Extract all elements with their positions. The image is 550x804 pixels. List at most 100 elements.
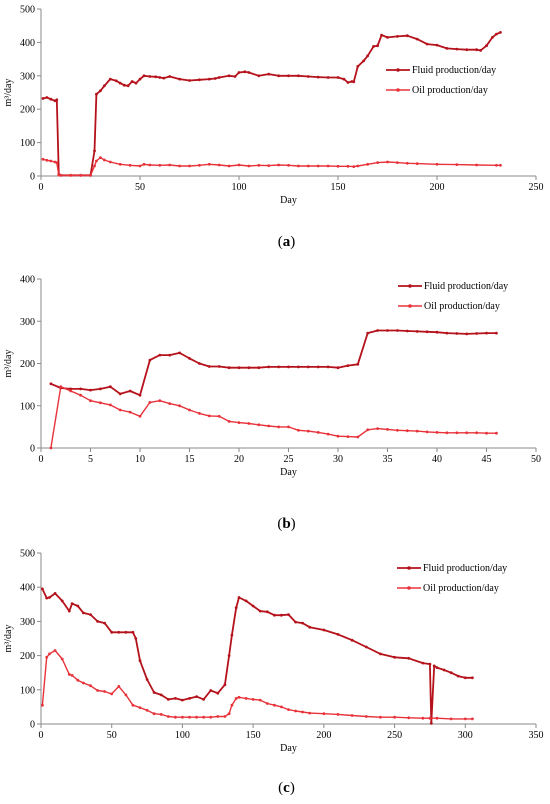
- chart-b-y-axis-label: m³/day: [3, 350, 14, 378]
- chart-a-y-tick-label: 200: [20, 105, 35, 116]
- chart-c-oil-point: [336, 713, 340, 716]
- chart-c-oil-point: [301, 710, 304, 714]
- chart-a-fluid-point: [95, 92, 98, 96]
- chart-a-fluid-point: [93, 149, 96, 153]
- chart-a-oil-point: [326, 164, 330, 168]
- chart-b-fluid-point: [158, 353, 162, 357]
- chart-b-fluid-point: [207, 365, 211, 368]
- chart-c-fluid-point: [202, 698, 206, 701]
- chart-c-oil-point: [223, 715, 227, 718]
- chart-b-fluid-point: [178, 351, 182, 355]
- chart-b-oil-point: [356, 435, 360, 439]
- chart-c-caption-letter: c: [283, 780, 290, 796]
- chart-a-y-tick-label: 0: [30, 172, 35, 183]
- chart-c-fluid-point: [117, 630, 121, 634]
- chart-b-caption: (b): [277, 516, 295, 532]
- chart-c-oil-point: [202, 715, 206, 719]
- chart-b-fluid-point: [455, 332, 459, 335]
- chart-a-fluid-point: [134, 81, 138, 85]
- chart-c-oil-point: [273, 703, 276, 707]
- chart-c-fluid-point: [421, 661, 425, 665]
- chart-a-x-tick-label: 250: [529, 182, 544, 193]
- chart-a-fluid-point: [435, 43, 439, 47]
- chart-a-oil-point: [267, 164, 271, 168]
- chart-c-oil-point: [181, 715, 184, 719]
- chart-b-oil-point: [346, 435, 350, 438]
- chart-c-fluid-point: [456, 674, 460, 678]
- chart-c-oil-point: [76, 678, 80, 682]
- chart-c-oil-point: [244, 697, 248, 700]
- chart-b-caption-letter: b: [282, 516, 290, 532]
- chart-c-fluid-point: [287, 613, 290, 616]
- chart-c-x-tick-label: 50: [107, 730, 117, 741]
- chart-c-fluid-point: [82, 611, 85, 615]
- chart-c-fluid-point: [227, 654, 231, 657]
- chart-b-x-tick-label: 0: [39, 454, 44, 465]
- chart-b-fluid-point: [405, 329, 409, 333]
- chart-c-y-tick-label: 0: [30, 720, 35, 731]
- chart-a-oil-point: [41, 157, 45, 161]
- chart-a-fluid-point: [495, 32, 498, 36]
- chart-a-caption-open: (: [278, 234, 283, 250]
- chart-b-fluid-point: [217, 365, 221, 368]
- chart-c-oil-point: [364, 715, 368, 718]
- chart-c-oil-point: [379, 715, 382, 719]
- chart-c-y-tick-label: 200: [20, 651, 35, 662]
- chart-b-oil-point: [69, 389, 73, 393]
- chart-b-fluid-point: [445, 331, 449, 335]
- chart-b-fluid-line: [50, 329, 497, 397]
- chart-a-fluid-point: [491, 36, 494, 39]
- chart-a-oil-point: [227, 164, 231, 168]
- chart-a-y-tick-label: 100: [20, 138, 35, 149]
- chart-a-fluid-point: [154, 75, 158, 79]
- chart-b-oil-point: [277, 425, 280, 429]
- chart-b-x-tick-label: 30: [333, 454, 343, 465]
- chart-c-fluid-point: [308, 625, 312, 629]
- chart-c-fluid-point: [449, 671, 453, 675]
- chart-a-oil-point: [495, 163, 498, 167]
- chart-a-fluid-point: [415, 37, 419, 41]
- chart-c-oil-point: [174, 715, 177, 719]
- chart-c-fluid-point: [407, 656, 411, 660]
- chart-b-oil-point: [128, 410, 132, 414]
- chart-a-fluid-point: [475, 48, 478, 52]
- chart-c-oil-point: [195, 715, 199, 719]
- chart-a-oil-point: [108, 160, 112, 164]
- chart-b-y-tick-label: 300: [20, 317, 35, 328]
- chart-b-x-tick-label: 40: [432, 454, 442, 465]
- chart-a-oil-point: [405, 161, 409, 165]
- chart-c-oil-point: [350, 714, 354, 717]
- chart-c-fluid-point: [463, 676, 467, 680]
- chart-a-oil-point: [386, 160, 389, 164]
- chart-a-oil-point: [188, 164, 191, 168]
- chart-a-fluid-point: [158, 76, 162, 79]
- chart-b-caption-close: ): [291, 516, 296, 532]
- chart-b-fluid-point: [138, 393, 142, 397]
- chart-a-fluid-point: [99, 89, 102, 93]
- chart-a-oil-point: [257, 163, 261, 167]
- chart-c-y-tick-label: 300: [20, 617, 35, 628]
- chart-b-y-tick-label: 400: [20, 275, 35, 286]
- chart-b-legend-oil-swatch-marker: [408, 304, 412, 308]
- chart-b-fluid-point: [247, 366, 251, 370]
- chart-a-oil-point: [287, 163, 290, 167]
- chart-b-oil-point: [435, 431, 439, 434]
- chart-a-oil-point: [103, 158, 106, 162]
- chart-a-fluid-point: [55, 98, 59, 102]
- chart-b-fluid-point: [366, 331, 370, 335]
- chart-a-oil-line: [42, 156, 501, 177]
- chart-a-fluid-point: [287, 74, 290, 78]
- chart-a-fluid-point: [445, 47, 449, 50]
- chart-b-oil-point: [168, 402, 172, 405]
- chart-a-fluid-point: [376, 44, 379, 48]
- chart-c-fluid-point: [41, 587, 44, 591]
- chart-a-fluid-point: [142, 74, 146, 78]
- chart-b-fluid-point: [49, 382, 53, 386]
- chart-a-oil-point: [69, 173, 73, 177]
- chart-b-fluid-point: [287, 365, 290, 369]
- chart-b-fluid-point: [306, 365, 310, 369]
- chart-a-fluid-point: [297, 74, 300, 78]
- chart-a-x-tick-label: 150: [331, 182, 346, 193]
- chart-c-oil-point: [152, 712, 156, 716]
- chart-a-fluid-point: [233, 75, 237, 78]
